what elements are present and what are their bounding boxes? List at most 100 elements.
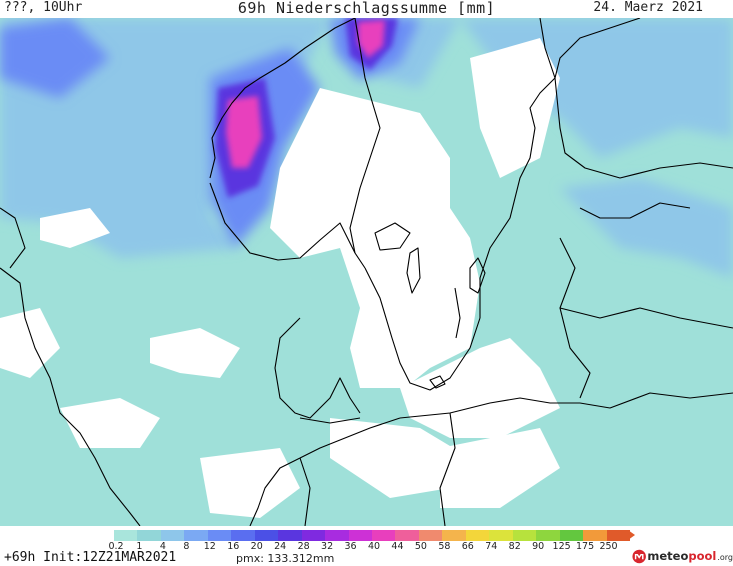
- logo-text-pool: pool: [688, 549, 717, 563]
- legend-swatch: [160, 530, 185, 541]
- coastline-finland-north: [554, 18, 641, 79]
- meteopool-logo-icon: [632, 549, 646, 563]
- legend-tick-label: 24: [274, 541, 287, 552]
- dry-area-north-sea-3: [40, 208, 110, 248]
- precipitation-map: [0, 18, 733, 526]
- legend-swatch: [184, 530, 208, 541]
- coastline-uk-west: [0, 207, 26, 269]
- legend-swatch: [512, 530, 537, 541]
- coastline-germany: [299, 417, 401, 459]
- coastline-estonia: [579, 202, 691, 219]
- legend-tick-label: 12: [203, 541, 216, 552]
- legend-swatch: [114, 530, 138, 541]
- precip-area-open-sea: [0, 18, 110, 98]
- legend-swatch: [442, 530, 466, 541]
- border-east-1: [559, 307, 733, 329]
- legend-color-bar: [114, 530, 630, 541]
- legend-tick-label: 90: [532, 541, 545, 552]
- dry-area-southern-scandinavia: [270, 88, 480, 388]
- location-time-label: ???, 10Uhr: [4, 0, 83, 15]
- legend-swatch: [395, 530, 419, 541]
- coastline-sweden-east: [479, 77, 556, 318]
- legend-tick-label: 20: [250, 541, 263, 552]
- legend-swatch: [489, 530, 513, 541]
- legend-swatch: [207, 530, 232, 541]
- coastline-finland: [554, 77, 733, 179]
- coastline-south-norway: [209, 182, 366, 269]
- legend-tick-label: 40: [367, 541, 381, 552]
- coastline-norway: [209, 18, 356, 179]
- legend-tick-label: 82: [508, 541, 521, 552]
- legend-tick-label: 1: [136, 541, 143, 552]
- legend-swatch: [278, 530, 302, 541]
- legend-swatch: [301, 530, 326, 541]
- legend-swatch: [137, 530, 161, 541]
- coastline-uk: [0, 267, 141, 526]
- legend-tick-label: 32: [321, 541, 334, 552]
- legend-tick-label: 74: [485, 541, 498, 552]
- header-bar: ???, 10Uhr 69h Niederschlagssumme [mm] 2…: [0, 0, 733, 18]
- max-precip-label: pmx: 133.312mm: [236, 552, 335, 565]
- legend-swatch: [583, 530, 607, 541]
- precip-area-lofoten-max: [358, 20, 385, 58]
- dry-area-netherlands: [200, 448, 300, 518]
- coastline-poland: [399, 397, 580, 419]
- legend-tick-label: 250: [599, 541, 618, 552]
- coastline-sweden-west: [364, 267, 481, 391]
- legend-swatch: [559, 530, 584, 541]
- border-east-2: [579, 392, 733, 409]
- coastline-netherlands: [249, 457, 301, 526]
- dry-area-north-germany: [330, 418, 470, 498]
- legend-tick-label: 8: [183, 541, 190, 552]
- legend-swatch: [418, 530, 443, 541]
- island-bornholm: [429, 375, 446, 389]
- dry-area-north-sea-2: [60, 398, 160, 448]
- legend-tick-label: 36: [344, 541, 357, 552]
- legend-swatch: [348, 530, 372, 541]
- legend-tick-label: 16: [227, 541, 240, 552]
- coastlines-layer: [0, 18, 733, 526]
- legend-swatch: [536, 530, 560, 541]
- logo-text-org: .org: [717, 553, 733, 562]
- legend-tick-label: 58: [438, 541, 451, 552]
- coastline-latvia: [559, 237, 591, 399]
- lake-vattern: [406, 247, 421, 294]
- legend-swatch: [231, 530, 255, 541]
- legend-tick-labels: 0.2 1 4 8 12 16 20 24 28 32 36 40 44 50 58 66 74 82 90 125 1…: [108, 541, 644, 553]
- island-oland: [454, 287, 461, 339]
- footer-bar: 0.2 1 4 8 12 16 20 24 28 32 36 40 44 50 58 66 74 82 90 125 1…: [0, 526, 733, 566]
- dry-area-baltic-sea: [400, 338, 560, 438]
- meteopool-logo[interactable]: meteo pool .org: [632, 547, 733, 565]
- legend-swatch: [325, 530, 349, 541]
- precip-area-baltic-east: [560, 178, 733, 278]
- legend-tick-label: 28: [297, 541, 310, 552]
- legend-swatch: [606, 530, 630, 541]
- coastline-denmark: [274, 317, 361, 419]
- legend-tick-label: 0.2: [108, 541, 124, 552]
- legend-swatch: [254, 530, 279, 541]
- legend-tick-label: 50: [414, 541, 427, 552]
- legend-tick-label: 66: [461, 541, 474, 552]
- border-germany-denmark: [299, 417, 361, 424]
- forecast-init-label: +69h Init:12Z21MAR2021: [4, 550, 177, 565]
- legend-tick-label: 125: [552, 541, 571, 552]
- legend-tick-label: 175: [576, 541, 595, 552]
- map-title: 69h Niederschlagssumme [mm]: [237, 0, 496, 17]
- lake-vanern: [374, 222, 411, 251]
- valid-date-label: 24. Maerz 2021: [593, 0, 703, 15]
- dry-area-uk-coast: [0, 308, 60, 378]
- border-norway-sweden: [349, 18, 381, 254]
- legend-tick-label: 44: [391, 541, 404, 552]
- dry-area-gulf-of-bothnia: [470, 38, 560, 178]
- precip-area-bergen-max: [226, 96, 262, 168]
- island-gotland: [469, 257, 486, 294]
- legend-swatch: [371, 530, 396, 541]
- border-sweden-finland: [539, 18, 556, 79]
- legend-overflow-arrow: [628, 530, 635, 540]
- dry-area-poland: [440, 428, 560, 508]
- border-netherlands-germany: [299, 457, 311, 526]
- dry-area-north-sea-1: [150, 328, 240, 378]
- dry-areas-layer: [0, 38, 560, 518]
- precip-extreme-layer: [226, 20, 385, 168]
